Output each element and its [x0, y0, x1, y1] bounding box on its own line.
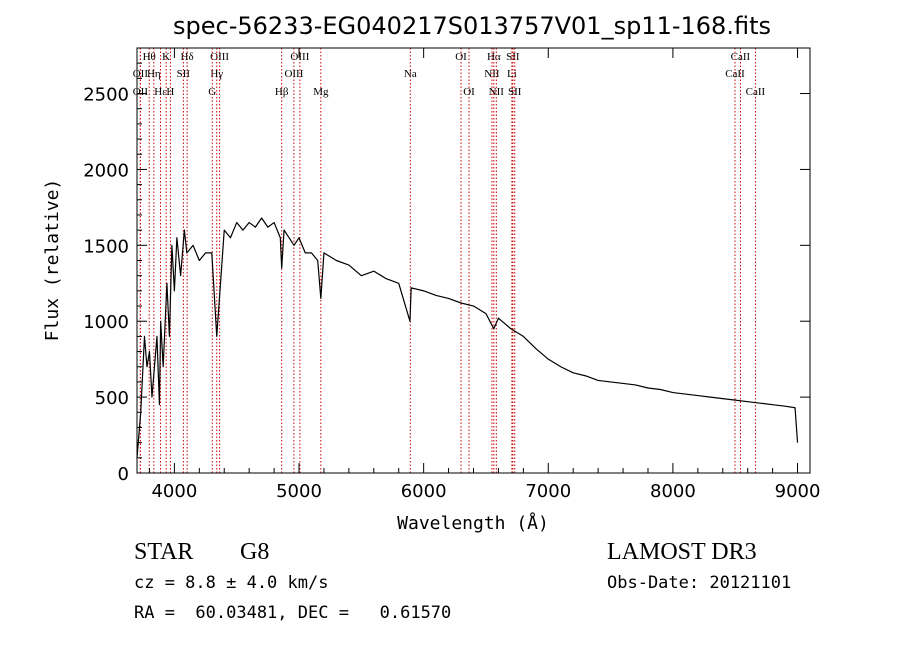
spectral-marker-label: OII	[133, 86, 149, 98]
spectral-marker-label: K	[162, 51, 170, 63]
y-tick-label: 1500	[83, 236, 129, 257]
spectrum-series-line	[136, 217, 799, 458]
spectral-marker-label: CaII	[746, 86, 766, 98]
plot-frame	[136, 47, 811, 474]
spectral-marker-label: OIII	[290, 51, 309, 63]
spectral-marker-label: Hη	[147, 68, 161, 80]
spectral-marker-label: Hθ	[143, 51, 156, 63]
spectral-marker-label: NII	[484, 68, 500, 80]
y-tick-label: 2500	[83, 85, 129, 106]
spectral-marker-label: Hβ	[275, 86, 289, 98]
spectral-marker-label: Hα	[487, 51, 501, 63]
x-axis-label: Wavelength (Å)	[397, 512, 549, 534]
x-tick-label: 4000	[151, 481, 197, 502]
y-tick-label: 500	[95, 388, 129, 409]
spectral-marker-label: Na	[404, 68, 417, 80]
spectral-marker-label: SII	[177, 68, 191, 80]
x-tick-label: 8000	[650, 481, 696, 502]
spectral-marker-label: Hδ	[181, 51, 194, 63]
object-class: STAR	[134, 539, 194, 565]
y-axis: 0 500 1000 1500 2000 2500	[83, 62, 810, 485]
spectral-marker-label: Hγ	[210, 68, 223, 80]
spectral-marker-label: G	[208, 86, 216, 98]
spectral-marker-label: OI	[463, 86, 475, 98]
spectral-subclass: G8	[240, 539, 270, 565]
spectral-marker-label: NII	[489, 86, 505, 98]
x-axis: 4000 5000 6000 7000 8000 9000	[148, 48, 821, 502]
spectral-marker-label: SII	[506, 51, 520, 63]
spectral-marker-label: CaII	[731, 51, 751, 63]
spectral-marker-label: Li	[507, 68, 517, 80]
y-tick-label: 0	[118, 464, 129, 485]
spectral-marker-label: Hε	[154, 86, 167, 98]
spectral-marker-label: H	[166, 86, 174, 98]
x-tick-label: 6000	[401, 481, 447, 502]
x-tick-label: 5000	[276, 481, 322, 502]
spectral-marker-label: OI	[455, 51, 467, 63]
obs-date-text: Obs-Date: 20121101	[607, 573, 792, 593]
spectral-marker-label: Mg	[313, 86, 329, 98]
coordinates-text: RA = 60.03481, DEC = 0.61570	[134, 603, 452, 623]
y-tick-label: 2000	[83, 160, 129, 181]
redshift-text: cz = 8.8 ± 4.0 km/s	[134, 573, 329, 593]
chart-title: spec-56233-EG040217S013757V01_sp11-168.f…	[173, 12, 771, 40]
spectral-marker-label: CaII	[725, 68, 745, 80]
x-tick-label: 9000	[775, 481, 821, 502]
spectral-marker-label: OIII	[284, 68, 303, 80]
spectral-marker-label: SII	[508, 86, 522, 98]
survey-label: LAMOST DR3	[607, 539, 757, 565]
spectral-marker-label: OIII	[210, 51, 229, 63]
y-tick-label: 1000	[83, 312, 129, 333]
y-axis-label: Flux (relative)	[42, 179, 63, 342]
x-tick-label: 7000	[525, 481, 571, 502]
spectrum-line	[136, 217, 799, 458]
